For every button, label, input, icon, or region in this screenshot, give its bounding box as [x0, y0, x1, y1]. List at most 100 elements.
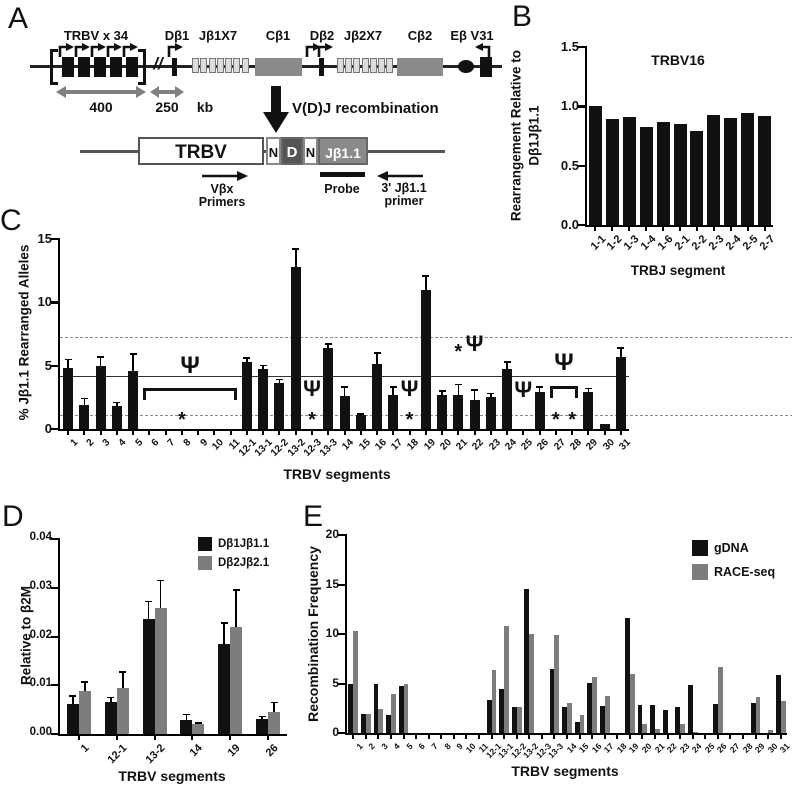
psi-symbol: Ψ	[554, 349, 574, 377]
bar	[650, 705, 655, 733]
error-bar-cap	[584, 387, 592, 390]
y-tick-label: 15	[325, 576, 339, 591]
y-tick-label: 10	[325, 626, 339, 640]
panel-e-plot: 0 5 10 15 20 1 2 3 4 5 6 7 8 9 10 11 12-1 13-1 12-2 13-2 12-…	[326, 527, 792, 760]
x-tick-label: 10	[463, 741, 478, 755]
x-tick-mark	[364, 733, 367, 739]
product-n2-box: N	[303, 137, 318, 165]
bar	[391, 694, 396, 733]
y-tick-label: 0.0	[560, 217, 579, 232]
x-tick-mark	[603, 429, 606, 435]
error-bar-stem	[473, 389, 476, 400]
promoter-arrow-icon	[90, 43, 106, 57]
y-tick-label: 20	[325, 527, 339, 541]
error-bar-stem	[84, 681, 86, 691]
x-tick-mark	[628, 225, 631, 231]
error-bar-cap	[259, 364, 267, 367]
probe-label: Probe	[324, 182, 360, 196]
x-tick-mark	[245, 429, 248, 435]
pseudogene-bracket	[549, 385, 579, 398]
x-tick-mark	[553, 733, 556, 739]
y-tick-label: 0	[44, 421, 52, 436]
error-bar-stem	[223, 622, 226, 644]
bar	[398, 686, 404, 733]
legend-row-db1jb11: Dβ1Jβ1.1	[198, 537, 269, 551]
error-bar-stem	[441, 391, 443, 395]
error-bar-cap	[438, 390, 446, 392]
bracket-right-icon	[138, 49, 146, 85]
x-tick-mark	[522, 429, 525, 435]
x-tick-label: 12-1	[105, 742, 130, 767]
x-tick-mark	[440, 733, 443, 739]
x-tick-mark	[729, 733, 732, 739]
bar	[142, 619, 155, 734]
x-tick-mark	[452, 733, 455, 739]
jb1-gene-box	[209, 58, 216, 73]
x-tick-mark	[392, 429, 395, 435]
probe-bar	[320, 172, 365, 177]
vbx-primers-label-line2: Primers	[198, 195, 246, 209]
legend-label-gdna: gDNA	[714, 541, 749, 555]
bar	[154, 607, 167, 734]
error-bar-cap	[182, 713, 190, 716]
error-bar-stem	[620, 347, 622, 357]
x-tick-label: 15	[576, 741, 591, 755]
recombination-label: V(D)J recombination	[292, 100, 439, 117]
x-tick-mark	[754, 733, 757, 739]
jb2-gene-box	[353, 58, 360, 73]
x-tick-label: 14	[340, 437, 357, 453]
y-tick-mark	[338, 633, 347, 636]
x-tick-mark	[566, 733, 568, 739]
legend-row-raceseq: RACE-seq	[692, 564, 775, 580]
x-tick-mark	[327, 429, 330, 435]
error-bar-cap	[145, 600, 153, 603]
x-tick-label: 1	[78, 742, 92, 755]
x-tick-label: 18	[405, 437, 422, 453]
x-tick-label: 19	[421, 437, 438, 453]
x-tick-label: 7	[429, 741, 440, 752]
bar	[741, 113, 755, 225]
x-tick-mark	[616, 733, 619, 739]
bar	[516, 707, 522, 733]
error-bar-cap	[617, 347, 625, 349]
x-tick-mark	[457, 429, 460, 435]
bar	[79, 404, 90, 429]
error-bar-stem	[159, 580, 162, 608]
legend-label-db1jb11: Dβ1Jβ1.1	[218, 538, 270, 550]
bar	[180, 719, 193, 734]
x-tick-mark	[424, 429, 427, 435]
x-tick-mark	[641, 733, 644, 739]
trbv-gene-box	[62, 57, 74, 77]
x-tick-label: 6	[416, 741, 428, 752]
jb11-primer-label-line2: primer	[384, 194, 424, 208]
bar	[605, 119, 619, 225]
error-bar-cap	[270, 701, 278, 704]
bar	[692, 732, 698, 733]
jb2-gene-box	[370, 58, 377, 73]
x-tick-label: 20	[438, 437, 454, 453]
y-tick-label: 0	[332, 725, 339, 739]
bar	[388, 394, 399, 429]
x-tick-label: 24	[690, 741, 704, 755]
error-bar-stem	[235, 590, 238, 627]
x-tick-label: 4	[391, 741, 403, 752]
bar	[615, 356, 626, 429]
x-tick-mark	[115, 734, 118, 740]
bar	[63, 368, 74, 429]
product-n1-box: N	[266, 137, 281, 165]
bar	[567, 703, 572, 733]
x-tick-label: 1	[353, 741, 365, 752]
y-tick-mark	[51, 364, 60, 367]
bar	[116, 688, 129, 734]
x-tick-mark	[294, 429, 297, 435]
jb1-gene-box	[242, 58, 249, 73]
bar	[588, 106, 602, 225]
y-tick-mark	[578, 224, 587, 227]
bar	[66, 703, 79, 734]
legend-swatch-gray	[198, 556, 212, 570]
jb2-cluster-label: Jβ2X7	[343, 28, 383, 43]
error-bar-stem	[587, 388, 590, 393]
x-tick-mark	[767, 733, 770, 739]
bar	[534, 392, 545, 429]
